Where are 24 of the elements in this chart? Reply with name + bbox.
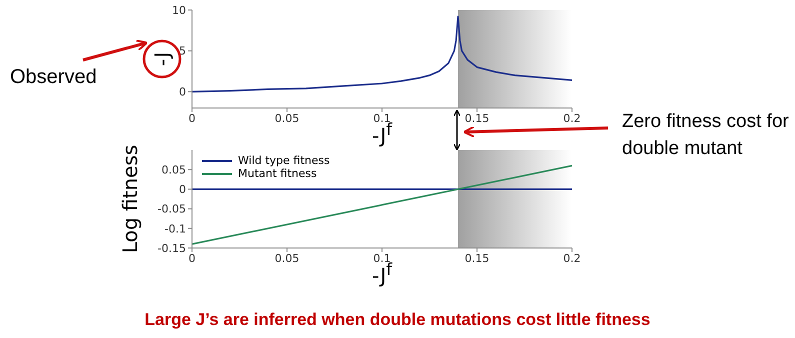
y-tick-label: -0.15	[158, 242, 186, 255]
y-tick-label: 0.05	[162, 164, 186, 177]
y-tick-label: 10	[172, 4, 186, 17]
text: Observed	[10, 66, 98, 89]
legend-label: Wild type fitness	[238, 154, 330, 167]
legend-label: Mutant fitness	[238, 167, 317, 180]
text: Zero fitness cost for double mutant	[622, 110, 790, 161]
y-axis-title: -J	[150, 52, 174, 66]
x-tick-label: 0	[188, 252, 196, 265]
y-axis-title: Log fitness	[117, 144, 143, 256]
x-tick-label: 0.2	[563, 252, 581, 265]
x-tick-label: 0	[188, 112, 196, 125]
x-tick-label: 0.2	[563, 112, 581, 125]
y-tick-label: -0.05	[158, 202, 186, 216]
x-tick-label: 0.15	[464, 112, 490, 125]
y-tick-label: 0	[179, 183, 186, 196]
y-tick-label: 0	[179, 86, 186, 99]
y-tick-label: 5	[179, 44, 186, 58]
text: Large J’s are inferred when double mutations cost little fitness	[144, 310, 652, 330]
x-tick-label: 0.05	[274, 112, 300, 125]
x-tick-label: 0.05	[274, 252, 300, 265]
line-series	[192, 16, 572, 92]
x-tick-label: 0.15	[464, 252, 490, 265]
y-tick-label: -0.1	[164, 222, 186, 236]
